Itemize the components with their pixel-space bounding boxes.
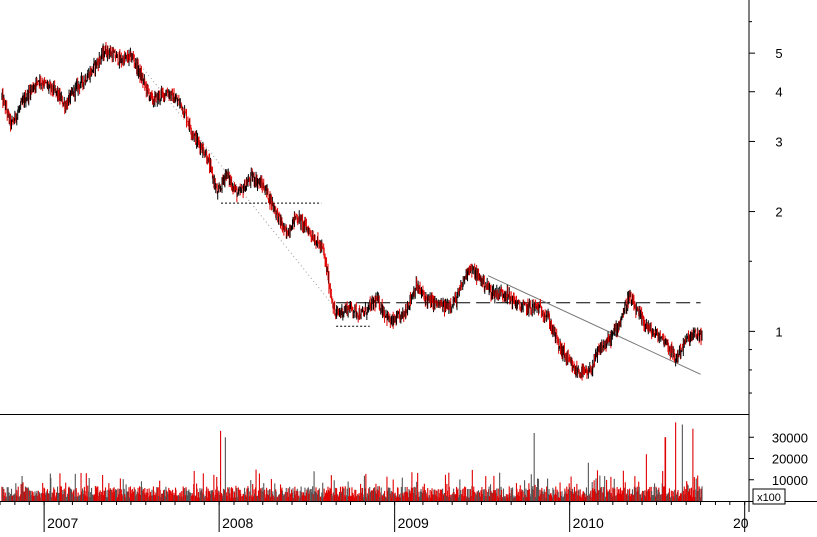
price-tick-label: 4 bbox=[775, 85, 782, 100]
trend-line-dotted-line bbox=[130, 52, 339, 313]
volume-tick-label: 10000 bbox=[772, 473, 808, 488]
year-label: 20 bbox=[733, 515, 749, 531]
date-strip bbox=[0, 512, 817, 532]
price-tick-label: 2 bbox=[775, 205, 782, 220]
volume-unit-label: x100 bbox=[757, 492, 781, 504]
year-label: 2009 bbox=[398, 515, 429, 531]
year-label: 2010 bbox=[573, 515, 604, 531]
year-label: 2008 bbox=[222, 515, 253, 531]
volume-tick-label: 20000 bbox=[772, 452, 808, 467]
price-tick-label: 1 bbox=[775, 324, 782, 339]
price-tick-label: 3 bbox=[775, 134, 782, 149]
trend-line-thin-line bbox=[487, 275, 701, 375]
volume-unit-box bbox=[752, 488, 786, 505]
volume-tick-label: 30000 bbox=[772, 430, 808, 445]
year-label: 2007 bbox=[47, 515, 78, 531]
price-tick-label: 5 bbox=[775, 46, 782, 61]
